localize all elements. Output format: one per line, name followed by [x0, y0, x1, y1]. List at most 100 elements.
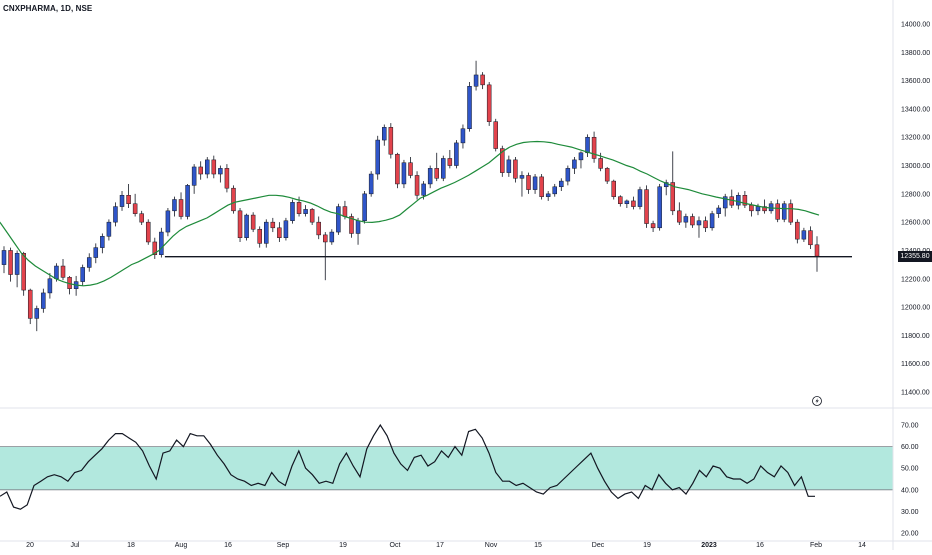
candle[interactable]: [506, 155, 512, 177]
candle[interactable]: [663, 179, 669, 196]
candle[interactable]: [303, 205, 308, 217]
candle[interactable]: [178, 192, 184, 220]
candle[interactable]: [775, 199, 780, 223]
candle[interactable]: [591, 131, 597, 163]
candle[interactable]: [60, 258, 66, 281]
candle[interactable]: [159, 227, 164, 258]
candle[interactable]: [644, 185, 649, 228]
candle[interactable]: [244, 213, 249, 241]
candle[interactable]: [500, 145, 505, 177]
candle[interactable]: [493, 118, 498, 152]
candle[interactable]: [100, 233, 105, 254]
candle[interactable]: [604, 166, 610, 184]
candle[interactable]: [277, 222, 282, 242]
candle[interactable]: [788, 199, 794, 225]
candle[interactable]: [624, 199, 630, 208]
candle[interactable]: [132, 193, 138, 217]
candle[interactable]: [618, 195, 623, 207]
candle[interactable]: [447, 149, 453, 169]
candle[interactable]: [441, 155, 446, 182]
candle[interactable]: [34, 305, 40, 332]
candle[interactable]: [336, 203, 341, 235]
candle[interactable]: [401, 159, 407, 189]
candle[interactable]: [467, 82, 472, 132]
candle[interactable]: [257, 226, 262, 248]
candle[interactable]: [480, 72, 485, 90]
candle[interactable]: [742, 191, 748, 208]
candle[interactable]: [165, 208, 171, 237]
candle[interactable]: [191, 164, 197, 194]
candle[interactable]: [434, 152, 439, 182]
candle[interactable]: [650, 220, 656, 233]
candle[interactable]: [198, 161, 203, 180]
candle[interactable]: [781, 200, 787, 223]
candle[interactable]: [368, 171, 374, 197]
candle[interactable]: [677, 202, 682, 225]
candle[interactable]: [585, 134, 590, 158]
candle[interactable]: [545, 191, 551, 201]
lightning-circle-icon[interactable]: [812, 396, 822, 406]
candle[interactable]: [113, 202, 118, 227]
candle[interactable]: [696, 216, 702, 238]
candle[interactable]: [513, 157, 518, 183]
candle[interactable]: [382, 124, 387, 146]
candle[interactable]: [362, 191, 367, 224]
candle[interactable]: [145, 219, 151, 245]
candle[interactable]: [375, 135, 380, 180]
candle[interactable]: [237, 208, 243, 242]
candle[interactable]: [526, 172, 531, 194]
candle[interactable]: [539, 174, 544, 200]
candle[interactable]: [205, 157, 210, 179]
candle[interactable]: [388, 123, 394, 159]
candle[interactable]: [427, 165, 433, 189]
candle[interactable]: [283, 217, 289, 241]
candle[interactable]: [139, 210, 144, 225]
candle[interactable]: [119, 191, 125, 211]
candle[interactable]: [264, 219, 269, 248]
candle[interactable]: [637, 186, 643, 210]
candle[interactable]: [657, 183, 662, 231]
candle[interactable]: [80, 264, 85, 286]
candle[interactable]: [414, 171, 420, 200]
candle[interactable]: [703, 216, 708, 233]
candle[interactable]: [8, 247, 13, 282]
candle[interactable]: [572, 157, 577, 175]
candle[interactable]: [519, 171, 525, 197]
candle[interactable]: [795, 219, 800, 244]
candle[interactable]: [690, 213, 695, 228]
candle[interactable]: [408, 157, 413, 179]
candle[interactable]: [349, 213, 354, 238]
candle[interactable]: [559, 178, 564, 192]
candle[interactable]: [290, 199, 295, 224]
candle[interactable]: [683, 213, 689, 228]
candle[interactable]: [126, 183, 131, 208]
candle[interactable]: [716, 205, 721, 218]
candle[interactable]: [224, 164, 230, 193]
candle[interactable]: [329, 229, 335, 245]
candle[interactable]: [355, 217, 361, 245]
candle[interactable]: [762, 199, 767, 214]
candle[interactable]: [1, 246, 7, 274]
candle[interactable]: [323, 232, 328, 281]
candle[interactable]: [21, 251, 26, 296]
candle[interactable]: [729, 189, 735, 208]
candle[interactable]: [532, 174, 538, 194]
candle[interactable]: [218, 165, 223, 183]
candle[interactable]: [814, 236, 820, 272]
candle[interactable]: [185, 183, 190, 220]
candle[interactable]: [552, 183, 557, 197]
candle[interactable]: [565, 165, 571, 186]
candle[interactable]: [473, 60, 479, 91]
candle[interactable]: [231, 185, 236, 214]
candle[interactable]: [152, 237, 158, 259]
candle[interactable]: [14, 250, 20, 288]
candle[interactable]: [808, 226, 813, 250]
candle[interactable]: [172, 196, 177, 217]
candle[interactable]: [270, 217, 276, 233]
moving-average-line[interactable]: [0, 140, 820, 287]
candle[interactable]: [460, 124, 466, 149]
candle[interactable]: [454, 140, 459, 169]
candle[interactable]: [93, 243, 99, 264]
candle[interactable]: [611, 179, 616, 200]
